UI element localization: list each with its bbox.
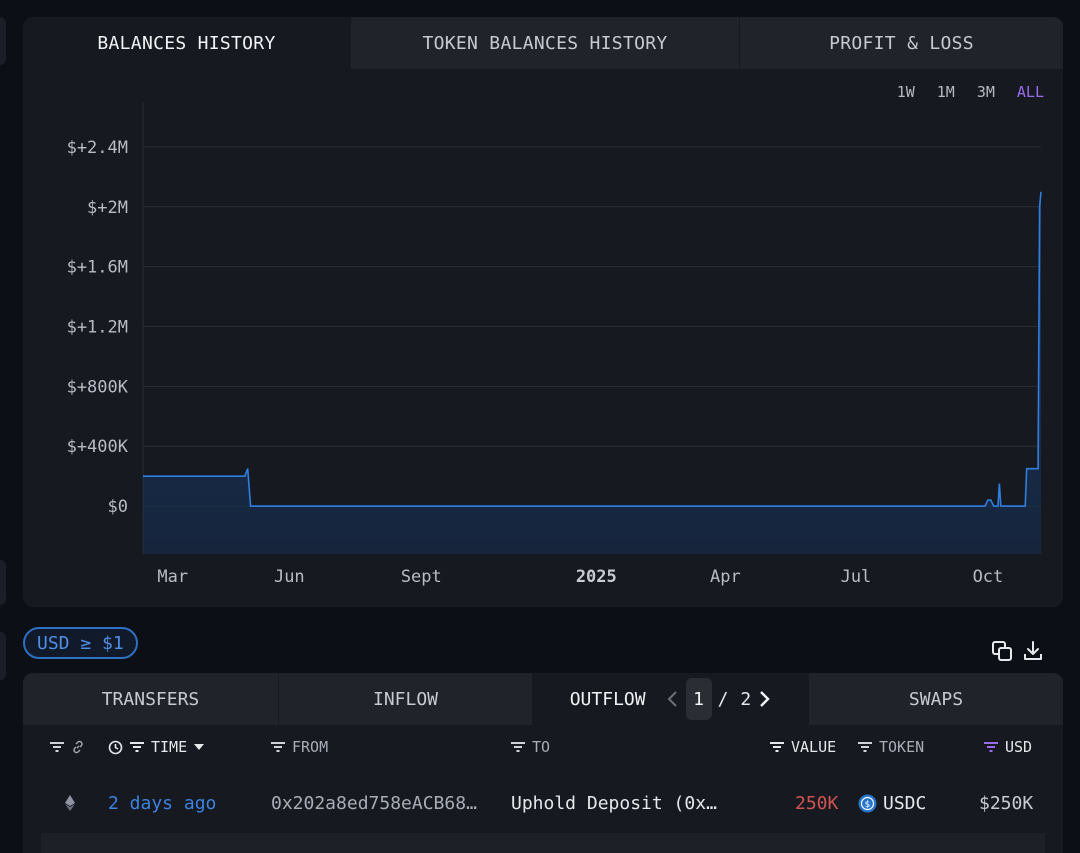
row-to-entity[interactable]: Uphold Deposit (0x… bbox=[511, 792, 717, 814]
row-value: 250K bbox=[795, 792, 839, 814]
x-tick-label: Sept bbox=[401, 567, 442, 587]
row-token-label: USDC bbox=[883, 792, 927, 814]
header-to[interactable]: TO bbox=[510, 731, 550, 763]
header-usd-label: USD bbox=[1005, 738, 1033, 756]
filter-icon[interactable] bbox=[769, 741, 785, 753]
link-icon[interactable] bbox=[71, 740, 85, 754]
table-row[interactable]: 2 days ago 0x202a8ed758eACB68… Uphold De… bbox=[23, 788, 1063, 818]
chevron-left-icon[interactable] bbox=[666, 690, 680, 708]
table-header: TIME FROM TO VALUE TOKEN USD bbox=[23, 731, 1063, 763]
balance-chart: $+2.4M $+2M $+1.6M $+1.2M $+800K $+400K $0 Mar J… bbox=[67, 102, 1042, 587]
y-tick-label: $+1.2M bbox=[67, 318, 128, 338]
header-token[interactable]: TOKEN bbox=[857, 731, 924, 763]
left-panel-edge bbox=[0, 632, 6, 680]
tab-inflow[interactable]: INFLOW bbox=[278, 673, 532, 725]
header-from-label: FROM bbox=[292, 738, 329, 756]
header-usd[interactable]: USD bbox=[983, 731, 1032, 763]
x-tick-label: Oct bbox=[973, 567, 1004, 587]
y-tick-label: $+2.4M bbox=[67, 138, 128, 158]
usd-filter-pill[interactable]: USD ≥ $1 bbox=[23, 627, 138, 659]
x-tick-label: Jul bbox=[841, 567, 872, 587]
tab-balances-history[interactable]: BALANCES HISTORY bbox=[23, 17, 350, 69]
x-tick-label: 2025 bbox=[576, 567, 617, 587]
x-tick-label: Mar bbox=[157, 567, 188, 587]
balances-panel: BALANCES HISTORY TOKEN BALANCES HISTORY … bbox=[23, 17, 1063, 607]
x-tick-label: Apr bbox=[710, 567, 741, 587]
copy-icon[interactable] bbox=[991, 640, 1013, 662]
y-tick-label: $0 bbox=[108, 497, 128, 517]
y-tick-label: $+1.6M bbox=[67, 258, 128, 278]
y-tick-label: $+2M bbox=[87, 198, 128, 218]
svg-text:$: $ bbox=[865, 800, 871, 810]
tab-token-balances-history[interactable]: TOKEN BALANCES HISTORY bbox=[350, 17, 739, 69]
pager-separator: / bbox=[717, 688, 729, 710]
left-panel-edge bbox=[0, 17, 6, 65]
pager-total: 2 bbox=[740, 688, 752, 710]
usdc-icon: $ bbox=[858, 794, 877, 812]
row-token[interactable]: $ USDC bbox=[858, 788, 926, 818]
header-token-label: TOKEN bbox=[879, 738, 925, 756]
header-chain-filters bbox=[49, 731, 85, 763]
row-from-address[interactable]: 0x202a8ed758eACB68… bbox=[271, 792, 477, 814]
sort-desc-icon[interactable] bbox=[193, 742, 205, 752]
chart-tabs: BALANCES HISTORY TOKEN BALANCES HISTORY … bbox=[23, 17, 1063, 69]
pager: 1 / 2 bbox=[666, 678, 772, 720]
y-tick-label: $+400K bbox=[67, 437, 129, 457]
filter-icon[interactable] bbox=[270, 741, 286, 753]
range-1w[interactable]: 1W bbox=[896, 83, 915, 101]
transfers-panel: TRANSFERS INFLOW OUTFLOW 1 / 2 SWAPS TIM… bbox=[23, 673, 1063, 853]
pager-current: 1 bbox=[685, 678, 712, 720]
y-tick-label: $+800K bbox=[67, 377, 129, 397]
ethereum-icon bbox=[64, 788, 76, 818]
series-line bbox=[143, 191, 1042, 507]
tab-swaps[interactable]: SWAPS bbox=[808, 673, 1063, 725]
header-value-label: VALUE bbox=[791, 738, 837, 756]
table-row[interactable] bbox=[41, 833, 1045, 853]
header-from[interactable]: FROM bbox=[270, 731, 328, 763]
header-to-label: TO bbox=[532, 738, 551, 756]
table-tabs: TRANSFERS INFLOW OUTFLOW 1 / 2 SWAPS bbox=[23, 673, 1063, 725]
tab-outflow-label: OUTFLOW bbox=[569, 688, 646, 710]
filter-icon[interactable] bbox=[983, 741, 999, 753]
series-area bbox=[143, 191, 1041, 555]
clock-icon bbox=[108, 740, 123, 754]
range-3m[interactable]: 3M bbox=[976, 83, 995, 101]
tab-transfers[interactable]: TRANSFERS bbox=[23, 673, 278, 725]
range-all[interactable]: ALL bbox=[1016, 83, 1044, 101]
header-time[interactable]: TIME bbox=[108, 731, 205, 763]
header-time-label: TIME bbox=[151, 738, 188, 756]
tab-outflow[interactable]: OUTFLOW 1 / 2 bbox=[532, 673, 808, 725]
range-selector: 1W 1M 3M ALL bbox=[897, 83, 1044, 101]
download-icon[interactable] bbox=[1022, 640, 1044, 662]
row-time[interactable]: 2 days ago bbox=[108, 792, 217, 814]
left-panel-edge bbox=[0, 560, 6, 605]
filter-icon[interactable] bbox=[510, 741, 526, 753]
filter-icon[interactable] bbox=[129, 741, 145, 753]
range-1m[interactable]: 1M bbox=[936, 83, 955, 101]
filter-icon[interactable] bbox=[857, 741, 873, 753]
chevron-right-icon[interactable] bbox=[757, 690, 771, 708]
x-tick-label: Jun bbox=[274, 567, 305, 587]
filter-icon[interactable] bbox=[49, 741, 65, 753]
header-value[interactable]: VALUE bbox=[769, 731, 836, 763]
row-usd: $250K bbox=[979, 792, 1034, 814]
tab-profit-loss[interactable]: PROFIT & LOSS bbox=[739, 17, 1063, 69]
